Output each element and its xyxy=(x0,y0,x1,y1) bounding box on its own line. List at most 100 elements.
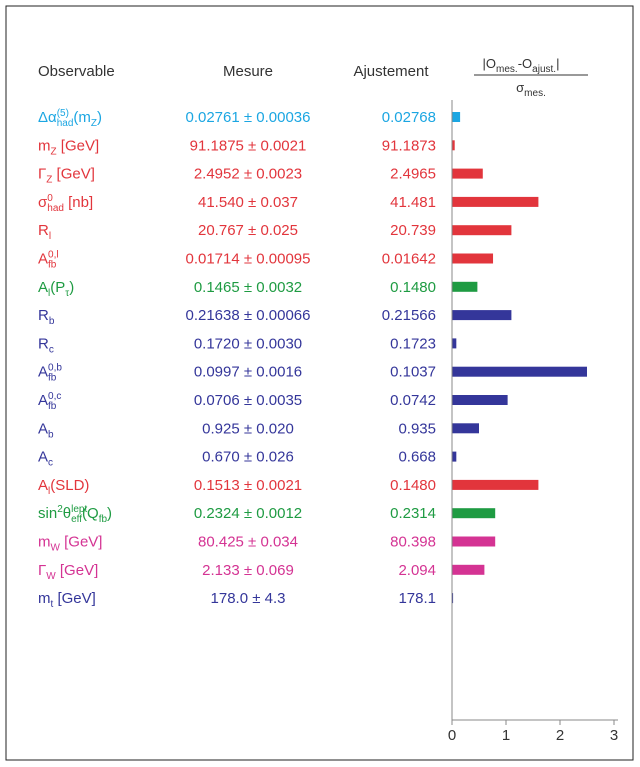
label-part: had xyxy=(47,203,64,214)
bar xyxy=(452,253,494,264)
label-part: eff xyxy=(71,514,82,525)
measure: 178.0 ± 4.3 xyxy=(211,590,286,607)
label-part: A xyxy=(38,477,48,494)
label-part: had xyxy=(57,118,74,129)
observable-label: ΓW [GeV] xyxy=(38,562,98,582)
label-part: c xyxy=(48,458,53,469)
bar xyxy=(452,395,508,405)
observable-label: ΓZ [GeV] xyxy=(38,166,95,186)
fit: 80.398 xyxy=(390,534,436,551)
label-part: ) xyxy=(107,505,112,522)
label-part: m xyxy=(38,590,51,607)
bar xyxy=(452,310,512,321)
label-part: fb xyxy=(48,373,57,384)
measure: 0.02761 ± 0.00036 xyxy=(185,109,310,126)
label-part: σ xyxy=(38,194,48,211)
label-part: (SLD) xyxy=(50,477,89,494)
label-part: Z xyxy=(46,175,52,186)
measure: 80.425 ± 0.034 xyxy=(198,534,298,551)
label-part: |O xyxy=(483,56,497,71)
label-part: [GeV] xyxy=(60,534,103,551)
label-part: m xyxy=(38,534,51,551)
pull-numerator: |Omes.-Oajust.| xyxy=(483,56,560,75)
measure: 0.925 ± 0.020 xyxy=(202,420,294,437)
label-part: A xyxy=(38,364,48,381)
fit: 0.935 xyxy=(398,420,436,437)
label-part: [nb] xyxy=(64,194,93,211)
measure: 20.767 ± 0.025 xyxy=(198,222,298,239)
bar xyxy=(452,112,461,122)
label-part: Γ xyxy=(38,166,46,183)
label-part: (5) xyxy=(57,108,69,119)
fit: 2.4965 xyxy=(390,166,436,183)
label-part: A xyxy=(38,420,48,437)
label-part: Z xyxy=(51,146,57,157)
fit: 0.02768 xyxy=(382,109,436,126)
fit: 0.1480 xyxy=(390,477,436,494)
header-measure: Mesure xyxy=(223,63,273,80)
label-part: ajust. xyxy=(532,64,556,75)
measure: 0.01714 ± 0.00095 xyxy=(185,251,310,268)
measure: 0.1720 ± 0.0030 xyxy=(194,335,302,352)
observable-label: mt [GeV] xyxy=(38,590,96,610)
bar xyxy=(452,536,496,547)
bar xyxy=(452,564,485,575)
fit: 20.739 xyxy=(390,222,436,239)
label-part: A xyxy=(38,251,48,268)
label-part: A xyxy=(38,279,48,296)
bar xyxy=(452,479,539,490)
frame xyxy=(5,5,634,761)
label-part: 0,b xyxy=(48,363,62,374)
label-part: 0,c xyxy=(48,391,61,402)
observable-label: A0,b fb xyxy=(38,363,62,384)
bar xyxy=(452,593,454,604)
measure: 2.133 ± 0.069 xyxy=(202,562,294,579)
fit: 91.1873 xyxy=(382,137,436,154)
label-part: 0,l xyxy=(48,250,59,261)
observable-label: Rl xyxy=(38,222,51,242)
measure: 0.1465 ± 0.0032 xyxy=(194,279,302,296)
label-part: W xyxy=(51,543,61,554)
bar xyxy=(452,366,587,377)
label-part: l xyxy=(48,486,50,497)
label-part: t xyxy=(51,599,54,610)
x-tick-label: 0 xyxy=(448,727,456,744)
label-part: b xyxy=(48,429,54,440)
fit: 0.21566 xyxy=(382,307,436,324)
label-part: fb xyxy=(48,401,57,412)
bar xyxy=(452,140,455,151)
observable-label: Al(SLD) xyxy=(38,477,89,497)
observable-label: Δα(5) had(mZ) xyxy=(38,108,102,129)
bar xyxy=(452,508,496,519)
fit: 0.668 xyxy=(398,449,436,466)
observable-label: Ac xyxy=(38,449,53,469)
bar xyxy=(452,338,457,349)
bar xyxy=(452,168,483,179)
x-tick-label: 3 xyxy=(610,727,618,744)
fit: 0.1037 xyxy=(390,364,436,381)
label-part: A xyxy=(38,449,48,466)
observable-label: A0,l fb xyxy=(38,250,59,271)
label-part: W xyxy=(46,571,56,582)
fit: 2.094 xyxy=(398,562,436,579)
observable-label: sin2θlept eff(Qfb) xyxy=(38,504,112,525)
fit: 0.1723 xyxy=(390,335,436,352)
label-part: mes. xyxy=(496,64,518,75)
label-part: lept xyxy=(71,504,87,515)
label-part: Z xyxy=(91,118,97,129)
observable-label: Al(Pτ) xyxy=(38,279,74,299)
label-part: mes. xyxy=(524,88,546,99)
label-part: sin xyxy=(38,505,57,522)
observable-label: σ0 had [nb] xyxy=(38,193,93,214)
measure: 41.540 ± 0.037 xyxy=(198,194,298,211)
x-tick-label: 1 xyxy=(502,727,510,744)
label-part: 2 xyxy=(57,504,63,515)
label-part: fb xyxy=(48,260,57,271)
pull-denominator: σmes. xyxy=(516,80,546,99)
label-part: l xyxy=(49,231,51,242)
observable-label: mW [GeV] xyxy=(38,534,102,554)
bar xyxy=(452,196,539,207)
label-part: R xyxy=(38,335,49,352)
observable-label: Rc xyxy=(38,335,54,355)
